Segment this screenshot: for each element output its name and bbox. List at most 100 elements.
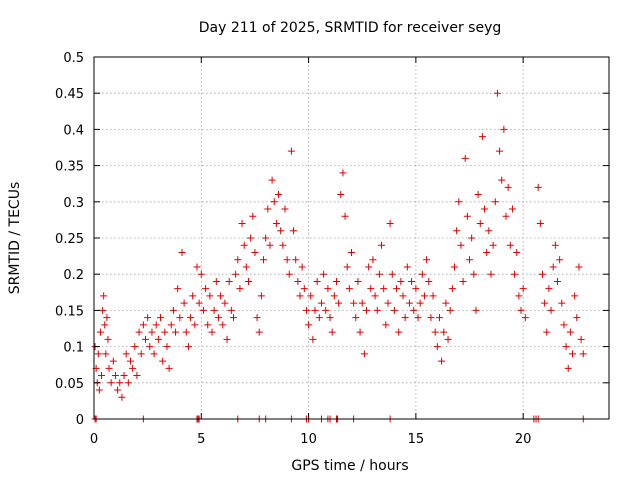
- data-point: [541, 299, 549, 307]
- data-point: [102, 350, 110, 358]
- data-point: [180, 299, 188, 307]
- y-tick-label: 0.1: [63, 341, 84, 356]
- data-point: [569, 350, 577, 358]
- data-point: [468, 234, 476, 242]
- data-point: [418, 270, 426, 278]
- data-point: [195, 299, 203, 307]
- data-point: [440, 328, 448, 336]
- y-tick-label: 0.35: [55, 160, 84, 175]
- data-point: [270, 198, 278, 206]
- data-point: [395, 328, 403, 336]
- data-point: [476, 220, 484, 228]
- data-point: [384, 299, 392, 307]
- data-point: [305, 321, 313, 329]
- data-point: [100, 292, 108, 300]
- data-point: [556, 256, 564, 264]
- data-point: [431, 328, 439, 336]
- data-point: [104, 335, 112, 343]
- data-point: [545, 285, 553, 293]
- data-point: [124, 379, 132, 387]
- data-point: [354, 277, 362, 285]
- data-point: [148, 328, 156, 336]
- data-point: [262, 234, 270, 242]
- data-point: [538, 270, 546, 278]
- data-point: [219, 321, 227, 329]
- data-point: [178, 248, 186, 256]
- data-point: [433, 343, 441, 351]
- data-point: [307, 292, 315, 300]
- data-point: [272, 220, 280, 228]
- data-point: [423, 256, 431, 264]
- data-point: [429, 292, 437, 300]
- data-point: [358, 299, 366, 307]
- data-point: [311, 306, 319, 314]
- data-point: [238, 220, 246, 228]
- data-point: [451, 263, 458, 271]
- y-tick-label: 0.3: [63, 196, 84, 211]
- data-point: [496, 147, 504, 155]
- data-point: [491, 198, 499, 206]
- data-point: [343, 263, 351, 271]
- data-point: [234, 256, 242, 264]
- data-point: [309, 335, 317, 343]
- x-axis-label: GPS time / hours: [291, 458, 408, 474]
- data-point: [506, 241, 514, 249]
- data-point: [360, 350, 368, 358]
- data-point: [208, 328, 216, 336]
- data-point: [320, 270, 328, 278]
- data-point: [508, 205, 516, 213]
- data-point: [474, 191, 482, 199]
- data-point: [369, 256, 377, 264]
- data-point: [332, 277, 340, 285]
- data-point: [442, 299, 450, 307]
- data-point: [504, 183, 512, 191]
- data-point: [227, 306, 235, 314]
- data-point: [410, 306, 418, 314]
- data-point: [549, 263, 557, 271]
- data-point: [290, 227, 298, 235]
- data-point: [513, 248, 521, 256]
- data-point: [107, 379, 115, 387]
- data-point: [283, 256, 291, 264]
- data-point: [427, 314, 435, 322]
- data-point: [554, 277, 561, 285]
- data-point: [217, 292, 225, 300]
- data-point: [294, 277, 302, 285]
- data-point: [163, 343, 171, 351]
- data-points: [91, 89, 587, 423]
- data-point: [571, 292, 579, 300]
- data-point: [328, 328, 336, 336]
- data-point: [169, 306, 177, 314]
- data-point: [487, 270, 495, 278]
- data-point: [176, 314, 184, 322]
- data-point: [446, 306, 454, 314]
- x-tick-label: 10: [300, 432, 317, 447]
- x-tick-label: 20: [515, 432, 532, 447]
- data-point: [521, 314, 529, 322]
- data-point: [425, 277, 433, 285]
- data-point: [142, 335, 149, 343]
- data-point: [300, 285, 308, 293]
- data-point: [275, 191, 283, 199]
- data-point: [453, 227, 461, 235]
- data-point: [159, 357, 167, 365]
- data-point: [335, 299, 343, 307]
- data-point: [150, 350, 158, 358]
- data-point: [317, 299, 325, 307]
- data-point: [264, 205, 272, 213]
- data-point: [502, 212, 510, 220]
- data-point: [139, 321, 147, 329]
- data-point: [279, 241, 287, 249]
- data-point: [399, 292, 407, 300]
- data-point: [245, 277, 252, 285]
- data-point: [152, 321, 160, 329]
- data-point: [240, 241, 248, 249]
- grid: [94, 57, 609, 419]
- data-point: [390, 306, 398, 314]
- y-tick-label: 0.4: [63, 123, 84, 138]
- data-point: [172, 328, 180, 336]
- data-point: [498, 176, 506, 184]
- data-point: [202, 285, 210, 293]
- data-point: [206, 292, 214, 300]
- data-point: [463, 212, 471, 220]
